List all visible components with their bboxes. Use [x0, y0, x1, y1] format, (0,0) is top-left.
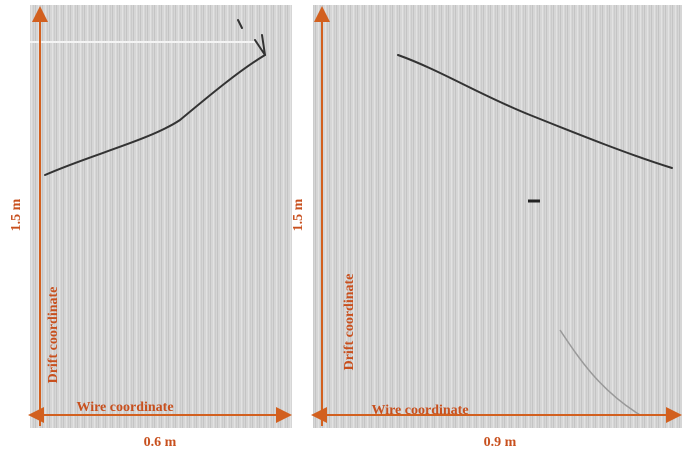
x-axis-label: Wire coordinate [76, 400, 173, 415]
panel-left: 1.5 m Drift coordinate Wire coordinate 0… [9, 5, 292, 450]
panel-right: 1.5 m Drift coordinate Wire coordinate 0… [291, 5, 682, 450]
event-display [30, 5, 292, 428]
track-branch [237, 19, 266, 56]
width-label: 0.6 m [144, 435, 177, 450]
y-axis-label: Drift coordinate [46, 287, 61, 384]
height-label: 1.5 m [9, 198, 24, 231]
track [397, 54, 673, 169]
faint-track [559, 329, 641, 416]
height-label: 1.5 m [291, 198, 306, 231]
width-label: 0.9 m [484, 435, 517, 450]
event-display [313, 5, 682, 428]
track [44, 54, 266, 176]
x-axis-label: Wire coordinate [371, 403, 468, 418]
y-axis-label: Drift coordinate [342, 274, 357, 371]
